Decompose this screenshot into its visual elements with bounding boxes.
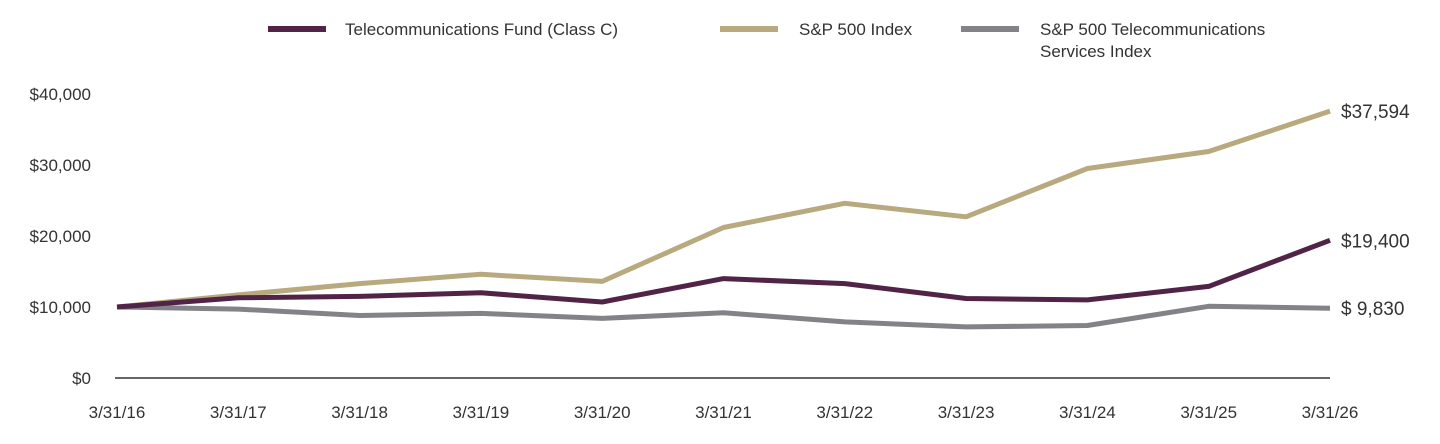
x-tick-label: 3/31/26 [1302,403,1359,422]
end-value-label: $ 9,830 [1341,299,1404,320]
x-tick-label: 3/31/20 [574,403,631,422]
legend-label: S&P 500 Telecommunications Services Index [1040,20,1265,61]
series-line-2 [116,303,1331,330]
y-tick-label: $30,000 [30,156,91,175]
x-tick-label: 3/31/25 [1180,403,1237,422]
x-tick-label: 3/31/19 [453,403,510,422]
x-tick-label: 3/31/18 [331,403,388,422]
x-tick-label: 3/31/23 [938,403,995,422]
x-tick-label: 3/31/21 [695,403,752,422]
end-value-label: $37,594 [1341,102,1410,123]
y-axis: $0 $10,000 $20,000 $30,000 $40,000 [30,85,91,388]
series-layer [116,108,1331,330]
x-tick-label: 3/31/22 [816,403,873,422]
legend-label: Telecommunications Fund (Class C) [345,20,618,39]
y-tick-label: $40,000 [30,85,91,104]
y-tick-label: $10,000 [30,298,91,317]
y-tick-label: $0 [72,369,91,388]
x-axis: 3/31/16 3/31/17 3/31/18 3/31/19 3/31/20 3/31/… [89,377,1359,422]
legend: Telecommunications Fund (Class C) S&P 500… [268,20,1265,61]
series-line-1 [116,108,1331,310]
y-tick-label: $20,000 [30,227,91,246]
end-labels: $19,400 $37,594 $ 9,830 [1341,102,1410,320]
x-tick-label: 3/31/16 [89,403,146,422]
series-line-0 [116,237,1331,310]
x-tick-label: 3/31/17 [210,403,267,422]
legend-label: S&P 500 Index [799,20,913,39]
end-value-label: $19,400 [1341,231,1410,252]
x-tick-label: 3/31/24 [1059,403,1116,422]
